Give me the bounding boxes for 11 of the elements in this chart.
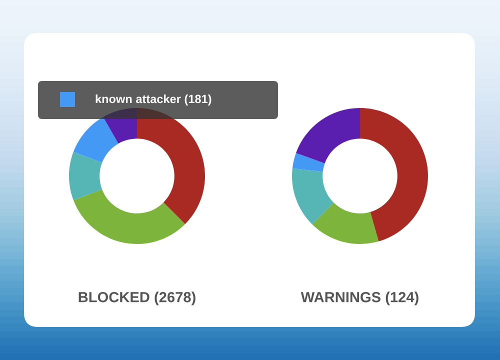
donut-slice [292, 152, 325, 172]
text: known attacker (181) [96, 94, 212, 106]
donut-slice [69, 152, 102, 200]
text: BLOCKED (2678) [78, 292, 196, 306]
donut-slice [292, 168, 334, 224]
donut-slice [73, 117, 118, 163]
donut-slice [312, 202, 379, 244]
donut-slice [73, 189, 186, 244]
donut-slice [296, 108, 360, 164]
text: WARNINGS (124) [300, 292, 418, 306]
donut-slice [360, 108, 428, 242]
